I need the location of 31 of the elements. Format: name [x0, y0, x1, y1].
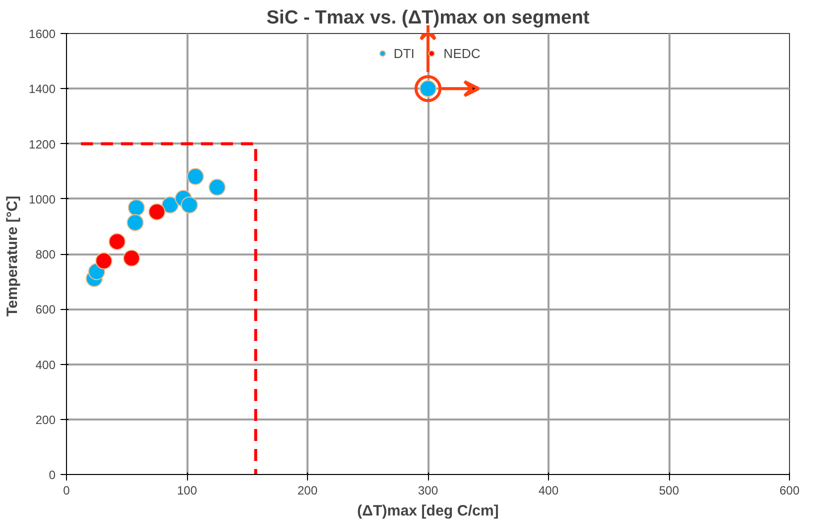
y-tick-label: 1000	[28, 192, 56, 206]
point	[108, 233, 126, 250]
chart-title: SiC - Tmax vs. (ΔT)max on segment	[266, 8, 590, 28]
point	[123, 250, 140, 267]
point	[186, 168, 204, 186]
y-tick-label: 400	[35, 358, 56, 372]
y-tick-label: 1600	[28, 27, 56, 41]
y-tick-label: 600	[35, 302, 56, 317]
y-tick-label: 1200	[28, 137, 56, 152]
x-tick-label: 0	[63, 484, 70, 498]
y-tick-label: 800	[35, 248, 56, 262]
y-tick-label: 200	[35, 412, 56, 427]
y-axis-title: Temperature [°C]	[4, 196, 21, 316]
point	[148, 203, 166, 220]
point	[180, 196, 198, 214]
y-tick-label: 1400	[28, 82, 56, 96]
x-tick-label: 200	[297, 484, 318, 498]
legend-label: DTI	[394, 46, 415, 60]
x-tick-label: 300	[418, 484, 438, 498]
y-tick-label: 0	[48, 468, 56, 482]
x-tick-label: 600	[779, 484, 800, 498]
point	[208, 178, 226, 196]
point	[126, 214, 144, 232]
x-tick-label: 400	[538, 484, 559, 498]
point	[128, 199, 145, 216]
point	[162, 196, 179, 214]
point	[95, 252, 112, 270]
x-tick-label: 500	[658, 484, 680, 498]
legend-label: NEDC	[444, 46, 480, 60]
x-axis-title: (ΔT)max [deg C/cm]	[357, 502, 499, 520]
x-tick-label: 100	[176, 484, 198, 498]
